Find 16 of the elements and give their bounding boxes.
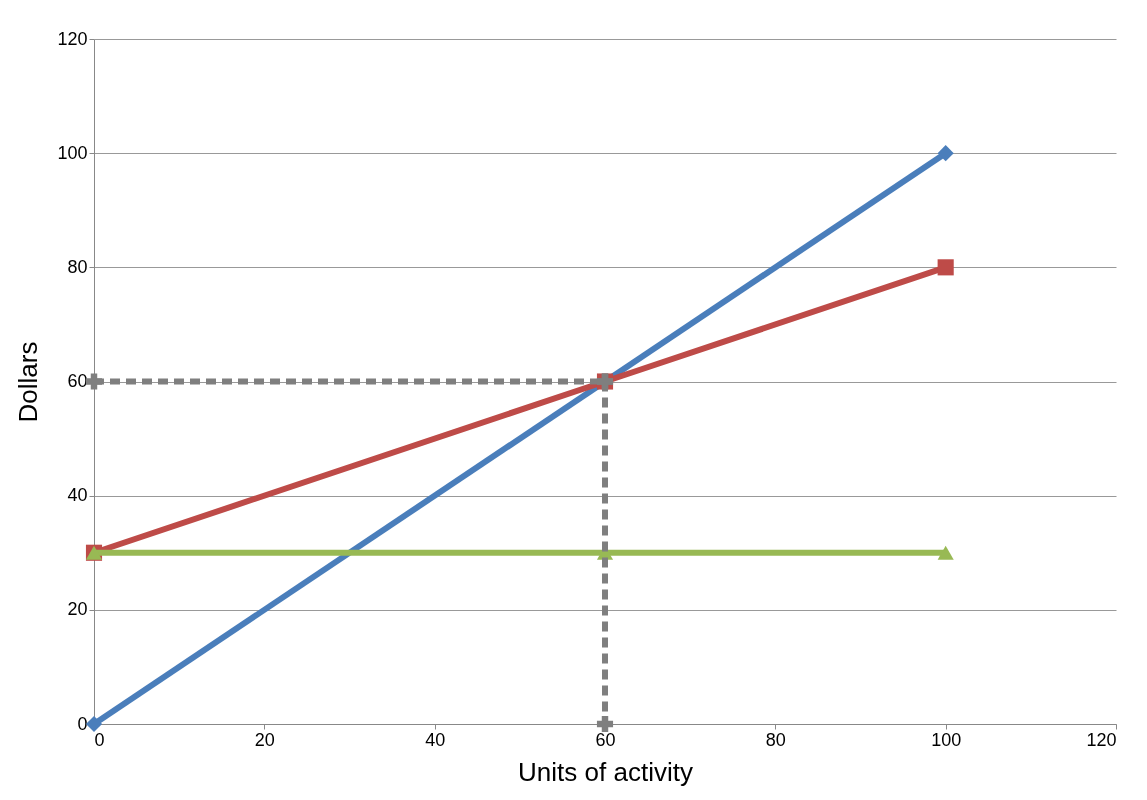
x-tick-label: 80	[765, 729, 786, 750]
x-tick-label: 100	[931, 729, 962, 750]
y-tick-label: 40	[67, 485, 88, 506]
x-tick-label: 60	[595, 729, 616, 750]
x-tick-label: 120	[1086, 729, 1117, 750]
y-tick-label: 100	[57, 142, 88, 163]
y-tick-label: 120	[57, 28, 88, 49]
y-tick-label: 60	[67, 371, 88, 391]
y-axis-title: Dollars	[13, 341, 44, 423]
x-tick-label: 20	[254, 729, 275, 750]
x-axis-title: Units of activity	[518, 756, 693, 787]
y-tick-label: 80	[67, 256, 88, 277]
x-tick-label: 0	[94, 729, 105, 750]
x-tick-label: 40	[425, 729, 446, 750]
y-tick-label: 0	[77, 713, 88, 734]
y-tick-label: 20	[67, 599, 88, 620]
